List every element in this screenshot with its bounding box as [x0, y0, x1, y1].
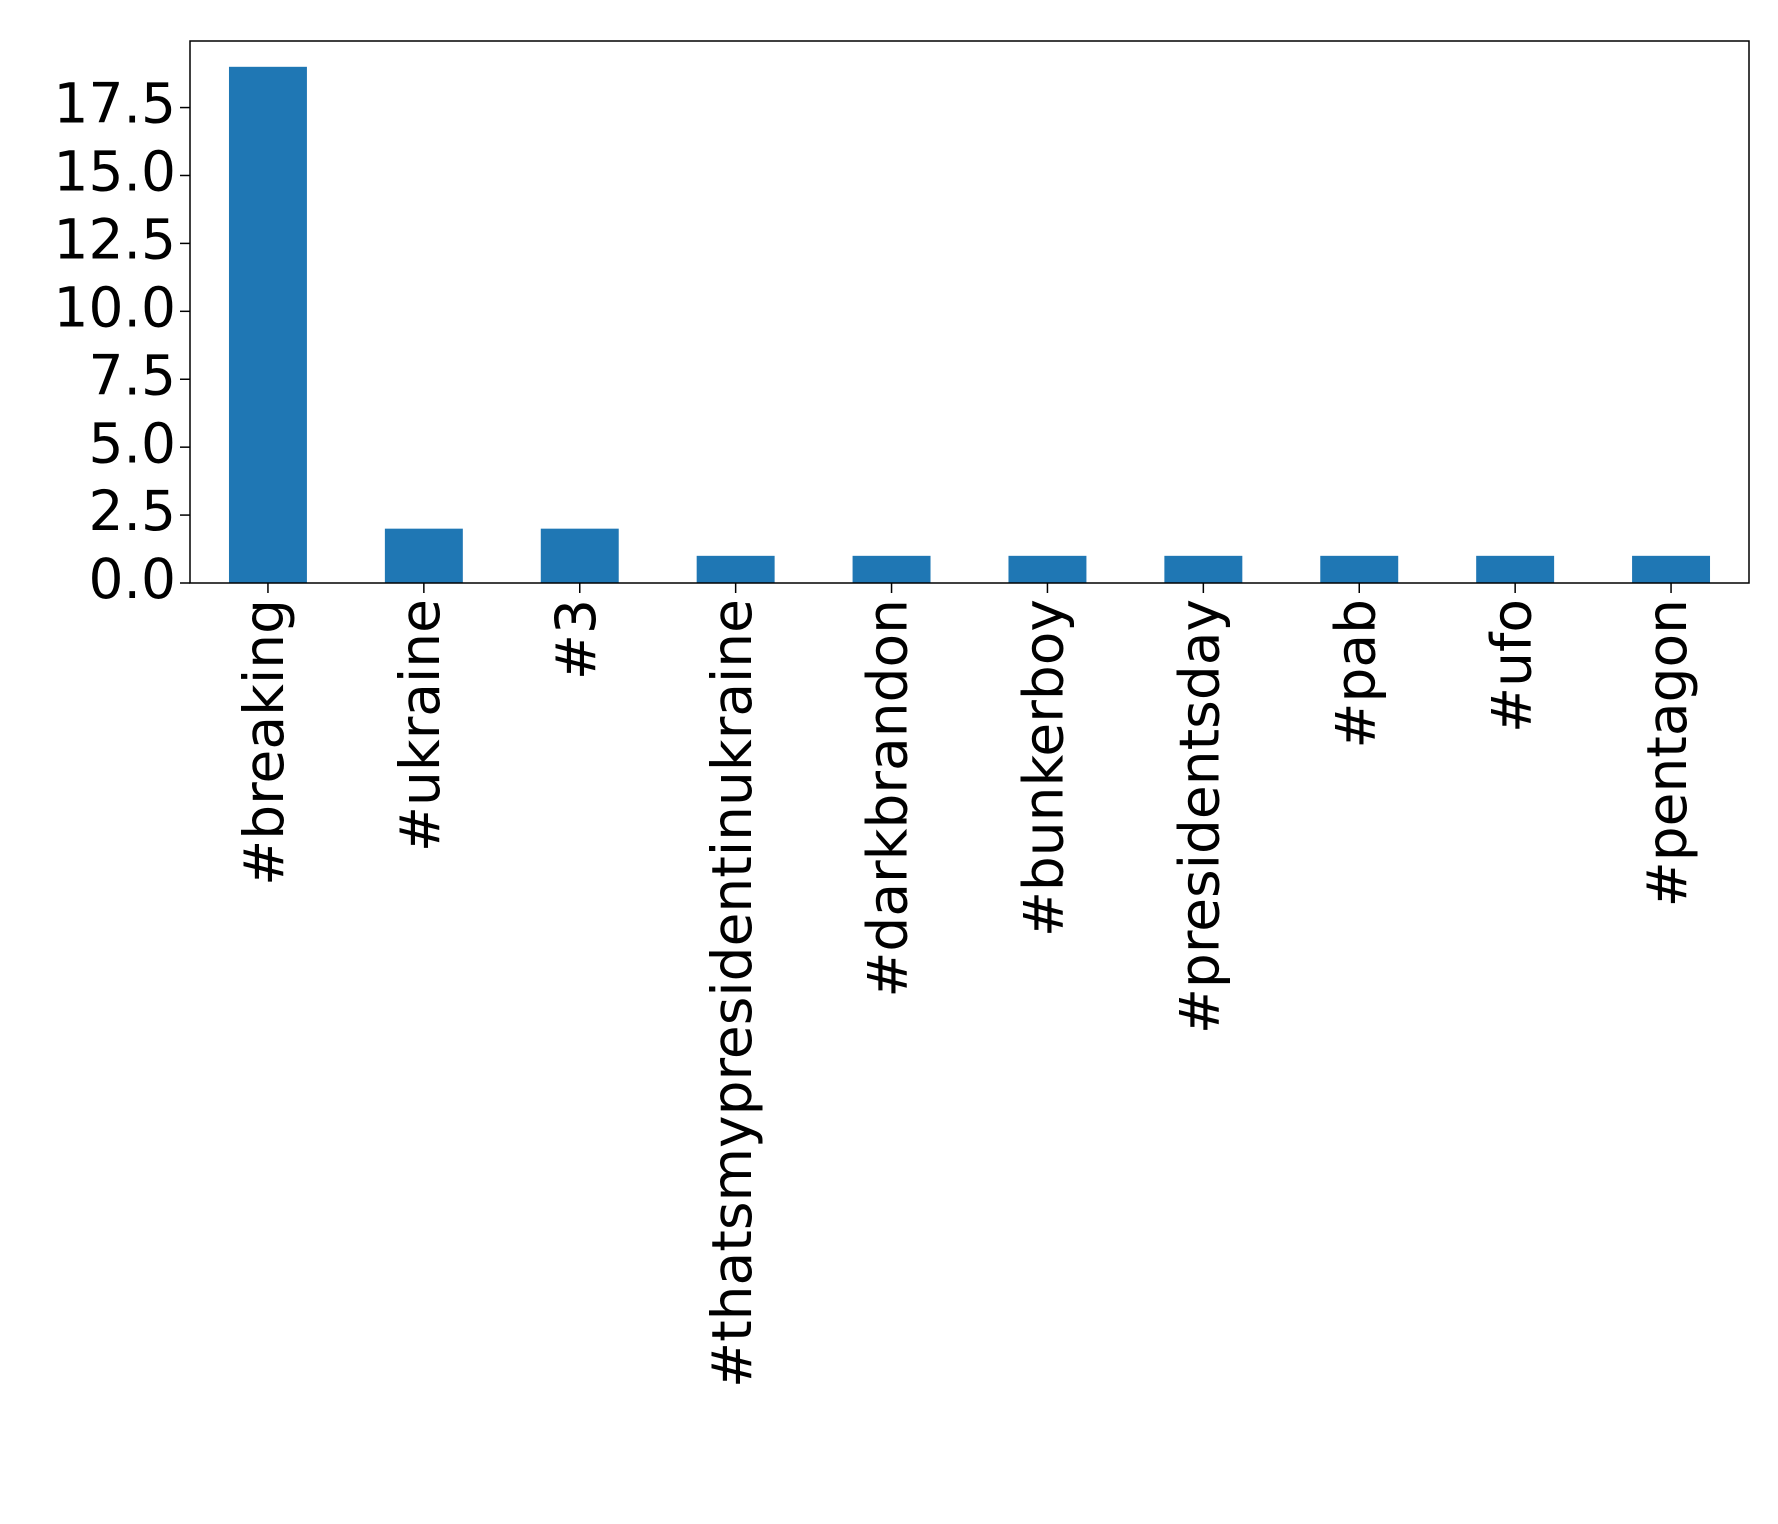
bar — [228, 66, 307, 584]
x-tick-label: #pab — [1323, 599, 1387, 749]
x-tick-label: #pentagon — [1635, 599, 1699, 907]
x-tick-label: #presidentsday — [1167, 599, 1231, 1034]
y-tick-label: 15.0 — [54, 140, 176, 204]
bar — [384, 528, 463, 583]
bar — [1476, 555, 1555, 583]
bar — [696, 555, 775, 583]
x-tick-label: #thatsmypresidentinukraine — [700, 599, 764, 1388]
y-tick-label: 7.5 — [89, 343, 176, 407]
bar — [1008, 555, 1087, 583]
x-tick-label: #bunkerboy — [1012, 599, 1076, 937]
bar — [1164, 555, 1243, 583]
bar — [1320, 555, 1399, 583]
y-tick-label: 0.0 — [89, 547, 176, 611]
x-tick-label: #ufo — [1479, 599, 1543, 733]
x-tick-label: #breaking — [232, 599, 296, 886]
x-tick-label: #ukraine — [388, 599, 452, 852]
y-tick-label: 17.5 — [54, 72, 176, 136]
x-tick-label: #darkbrandon — [856, 599, 920, 998]
y-tick-label: 2.5 — [89, 479, 176, 543]
y-tick-label: 10.0 — [54, 275, 176, 339]
y-tick-label: 12.5 — [54, 208, 176, 272]
x-tick-label: #3 — [544, 599, 608, 680]
y-tick-label: 5.0 — [89, 411, 176, 475]
bar — [540, 528, 619, 583]
bar — [852, 555, 931, 583]
plot-frame — [189, 40, 1750, 584]
bar — [1632, 555, 1711, 583]
